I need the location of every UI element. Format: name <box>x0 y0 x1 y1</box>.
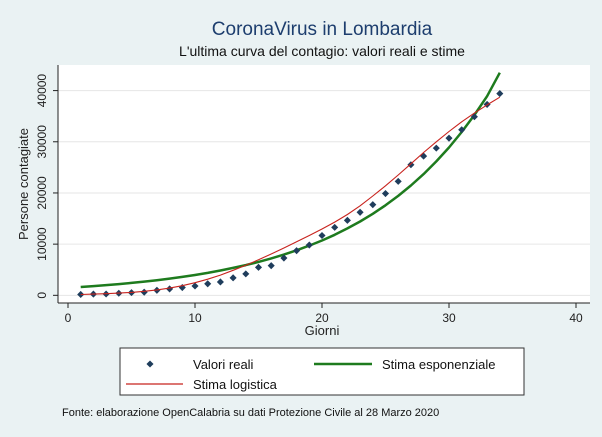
plot-area <box>58 65 590 303</box>
data-point-valori-reali <box>432 144 440 152</box>
legend-label-stima-esponenziale: Stima esponenziale <box>382 357 495 372</box>
x-tick-label: 10 <box>188 311 202 325</box>
y-tick-label: 20000 <box>35 176 49 210</box>
gridlines <box>58 90 590 296</box>
data-point-valori-reali <box>369 201 377 209</box>
data-point-valori-reali <box>470 113 478 121</box>
y-tick-label: 30000 <box>35 125 49 159</box>
data-point-valori-reali <box>254 263 263 271</box>
x-tick-label: 20 <box>315 311 329 325</box>
data-point-valori-reali <box>343 216 351 224</box>
y-tick-label: 0 <box>35 292 49 299</box>
data-point-valori-reali <box>267 262 275 270</box>
series-layer <box>77 72 504 299</box>
data-point-valori-reali <box>381 190 390 198</box>
y-axis-label: Persone contagiate <box>16 128 31 240</box>
data-point-valori-reali <box>216 278 224 286</box>
y-tick-label: 40000 <box>35 74 49 108</box>
data-point-valori-reali <box>229 274 237 282</box>
data-point-valori-reali <box>242 270 250 278</box>
data-point-valori-reali <box>331 223 339 231</box>
chart-title: CoronaVirus in Lombardia <box>212 19 433 40</box>
data-point-valori-reali <box>140 288 148 296</box>
axes: 0 10000 20000 30000 40000 0 10 20 30 40 <box>35 65 590 325</box>
x-tick-label: 40 <box>569 311 583 325</box>
x-tick-label: 0 <box>65 311 72 325</box>
data-point-valori-reali <box>280 254 288 262</box>
data-point-valori-reali <box>394 177 402 185</box>
legend-label-valori-reali: Valori reali <box>193 357 254 372</box>
chart-subtitle: L'ultima curva del contagio: valori real… <box>179 43 465 59</box>
data-point-valori-reali <box>305 241 313 249</box>
series-line-stima-logistica <box>80 96 501 296</box>
data-point-valori-reali <box>166 285 174 293</box>
data-point-valori-reali <box>356 208 364 216</box>
legend-box <box>119 347 525 396</box>
x-axis-label: Giorni <box>305 323 340 338</box>
x-tick-label: 30 <box>442 311 456 325</box>
data-point-valori-reali <box>318 231 326 240</box>
data-point-valori-reali <box>445 134 453 142</box>
legend: Valori reali Stima esponenziale Stima lo… <box>119 347 525 396</box>
source-note: Fonte: elaborazione OpenCalabria su dati… <box>62 407 439 419</box>
y-tick-label: 10000 <box>35 227 49 261</box>
data-point-valori-reali <box>458 126 466 134</box>
data-point-valori-reali <box>293 247 301 255</box>
legend-marker-valori-reali <box>146 360 154 368</box>
series-line-stima-esponenziale <box>80 72 501 289</box>
legend-label-stima-logistica: Stima logistica <box>193 377 278 392</box>
data-point-valori-reali <box>204 280 212 288</box>
data-point-valori-reali <box>496 90 504 98</box>
data-point-valori-reali <box>191 282 199 290</box>
